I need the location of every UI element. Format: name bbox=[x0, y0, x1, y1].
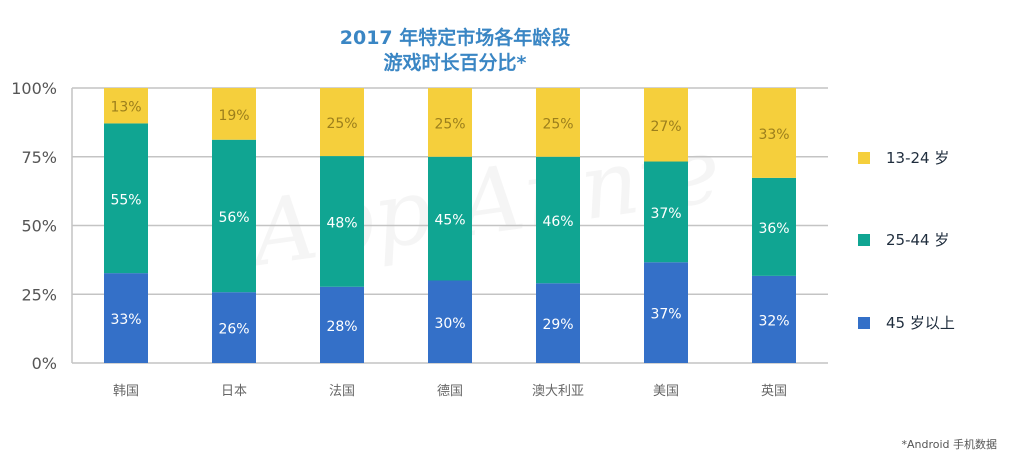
data-label: 36% bbox=[758, 221, 789, 237]
x-tick-label: 英国 bbox=[761, 384, 787, 399]
bar-segment bbox=[428, 156, 472, 281]
x-tick-label: 日本 bbox=[221, 384, 247, 399]
data-label: 33% bbox=[758, 127, 789, 143]
bar-segment bbox=[212, 139, 256, 293]
legend-swatch bbox=[858, 151, 870, 164]
bar-segment bbox=[104, 273, 148, 363]
data-label: 25% bbox=[326, 116, 357, 132]
bar-segment bbox=[320, 286, 364, 363]
legend-item: 25-44 岁 bbox=[858, 229, 949, 250]
y-tick-label: 50% bbox=[21, 217, 57, 236]
bar-segment bbox=[644, 262, 688, 363]
x-tick-label: 法国 bbox=[329, 384, 355, 399]
bar-segment bbox=[320, 156, 364, 287]
data-label: 55% bbox=[110, 192, 141, 208]
legend-label: 13-24 岁 bbox=[886, 149, 950, 167]
data-label: 48% bbox=[326, 215, 357, 231]
legend-label: 25-44 岁 bbox=[886, 231, 950, 249]
data-label: 27% bbox=[650, 119, 681, 135]
data-label: 32% bbox=[758, 313, 789, 329]
x-tick-label: 韩国 bbox=[113, 384, 139, 399]
data-label: 45% bbox=[434, 213, 465, 229]
data-label: 30% bbox=[434, 316, 465, 332]
data-label: 19% bbox=[218, 108, 249, 124]
bar-segment bbox=[536, 283, 580, 363]
y-tick-label: 0% bbox=[32, 354, 57, 373]
y-tick-label: 25% bbox=[21, 285, 57, 304]
data-label: 28% bbox=[326, 319, 357, 335]
x-tick-label: 澳大利亚 bbox=[532, 383, 584, 399]
y-tick-label: 75% bbox=[21, 148, 57, 167]
title-line-1: 2017 年特定市场各年龄段 bbox=[339, 27, 571, 49]
x-tick-label: 美国 bbox=[653, 384, 679, 399]
data-label: 46% bbox=[542, 214, 573, 230]
data-label: 56% bbox=[218, 210, 249, 226]
legend-item: 45 岁以上 bbox=[858, 312, 955, 333]
x-tick-label: 德国 bbox=[437, 384, 463, 399]
data-label: 33% bbox=[110, 312, 141, 328]
bar-segment bbox=[212, 88, 256, 140]
data-label: 37% bbox=[650, 307, 681, 323]
data-label: 37% bbox=[650, 206, 681, 222]
footnote: *Android 手机数据 bbox=[901, 438, 997, 451]
data-label: 25% bbox=[434, 116, 465, 132]
bar-segment bbox=[212, 292, 256, 363]
bar-segment bbox=[752, 88, 796, 178]
bar-segment bbox=[104, 123, 148, 274]
legend-label: 45 岁以上 bbox=[886, 314, 955, 332]
bar-segment bbox=[428, 280, 472, 363]
legend-item: 13-24 岁 bbox=[858, 147, 949, 168]
data-label: 25% bbox=[542, 116, 573, 132]
data-label: 26% bbox=[218, 322, 249, 338]
bar-segment bbox=[536, 156, 580, 284]
y-tick-label: 100% bbox=[11, 79, 57, 98]
bar-segment bbox=[320, 88, 364, 157]
bar-segment bbox=[752, 275, 796, 363]
bar-segment bbox=[644, 88, 688, 162]
bar-segment bbox=[752, 177, 796, 276]
bar-segment bbox=[104, 88, 148, 124]
chart-title: 2017 年特定市场各年龄段 游戏时长百分比* bbox=[250, 26, 660, 76]
legend-swatch bbox=[858, 316, 870, 329]
bar-segment bbox=[428, 88, 472, 157]
title-line-2: 游戏时长百分比* bbox=[383, 52, 527, 74]
bar-segment bbox=[536, 88, 580, 157]
data-label: 13% bbox=[110, 100, 141, 116]
data-label: 29% bbox=[542, 317, 573, 333]
legend-swatch bbox=[858, 233, 870, 246]
bar-segment bbox=[644, 161, 688, 263]
